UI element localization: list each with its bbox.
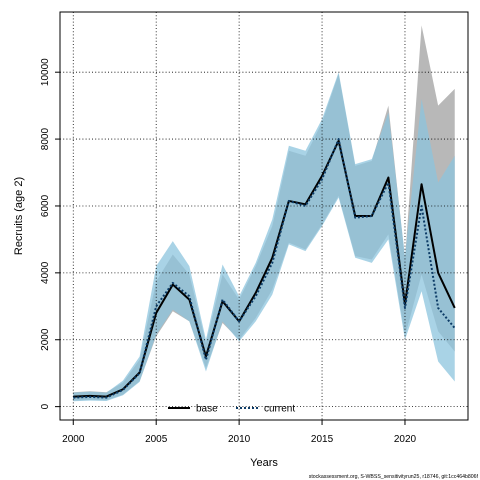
y-tick-label-8000: 8000 bbox=[40, 128, 51, 151]
y-tick-label-2000: 2000 bbox=[40, 328, 51, 351]
y-tick-label-0: 0 bbox=[40, 403, 51, 409]
y-tick-label-6000: 6000 bbox=[40, 194, 51, 217]
x-tick-label-2010: 2010 bbox=[228, 434, 251, 445]
y-axis-title: Recruits (age 2) bbox=[13, 177, 25, 255]
y-axis: 0 2000 4000 6000 8000 10000 bbox=[40, 58, 60, 409]
series-line-base bbox=[73, 139, 456, 398]
band-current bbox=[73, 72, 455, 402]
x-tick-label-2005: 2005 bbox=[145, 434, 168, 445]
x-tick-label-2015: 2015 bbox=[311, 434, 334, 445]
plot-frame bbox=[59, 11, 469, 421]
x-axis-title: Years bbox=[250, 457, 278, 469]
x-tick-label-2020: 2020 bbox=[394, 434, 417, 445]
x-axis: 2000 2005 2010 2015 2020 bbox=[62, 419, 417, 445]
legend-label-current: current bbox=[264, 404, 295, 415]
caption-text: stockassessment.org, S-WBSS_sensitivityr… bbox=[309, 474, 479, 480]
confidence-bands bbox=[73, 25, 455, 402]
series-lines bbox=[73, 138, 456, 399]
x-tick-label-2000: 2000 bbox=[62, 434, 85, 445]
grid-lines bbox=[60, 12, 468, 420]
y-tick-label-10000: 10000 bbox=[40, 58, 51, 86]
legend: base current bbox=[168, 404, 295, 415]
series-line-current bbox=[73, 138, 456, 399]
legend-label-base: base bbox=[196, 404, 218, 415]
y-tick-label-4000: 4000 bbox=[40, 261, 51, 284]
